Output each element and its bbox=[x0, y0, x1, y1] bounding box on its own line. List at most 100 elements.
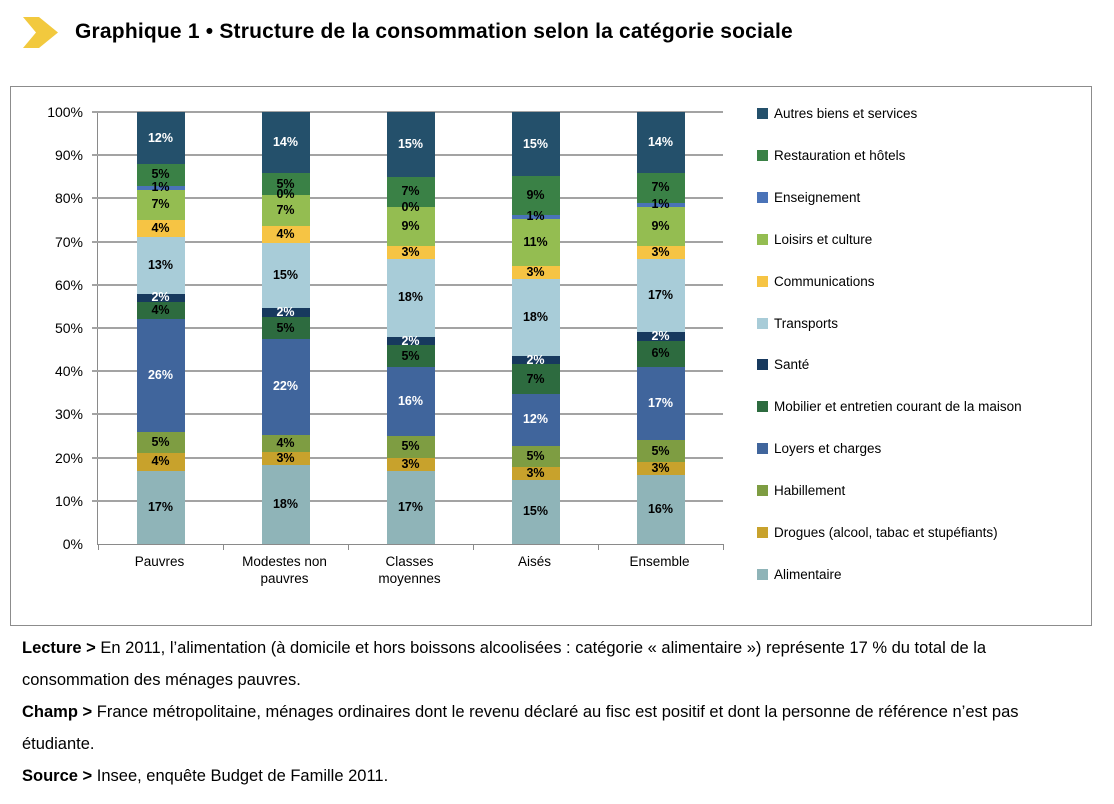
bar-segment: 3% bbox=[386, 245, 435, 259]
legend-label: Habillement bbox=[774, 483, 846, 499]
segment-value-label: 1% bbox=[526, 209, 545, 224]
stacked-bar: 18% 3% 4% 22% 5% 2% 15% 4% 7% 0% 5% 14% bbox=[261, 112, 310, 544]
bar-segment: 9% bbox=[636, 207, 685, 246]
bar-segment: 14% bbox=[636, 112, 685, 173]
segment-value-label: 16% bbox=[397, 393, 424, 408]
bar-segment: 12% bbox=[511, 394, 560, 446]
note-lecture: Lecture > En 2011, l’alimentation (à dom… bbox=[22, 632, 1084, 696]
y-axis-tick-label: 100% bbox=[47, 104, 83, 120]
legend-label: Alimentaire bbox=[774, 566, 842, 582]
bar-segment: 5% bbox=[136, 431, 185, 454]
chevron-arrow-icon bbox=[22, 16, 62, 48]
legend-swatch bbox=[757, 527, 768, 539]
bar-segment: 7% bbox=[136, 189, 185, 221]
note-champ-text: France métropolitaine, ménages ordinaire… bbox=[22, 703, 1019, 753]
segment-value-label: 2% bbox=[401, 333, 420, 348]
segment-value-label: 15% bbox=[522, 504, 549, 519]
segment-value-label: 14% bbox=[647, 134, 674, 149]
x-axis-category-label: Pauvres bbox=[134, 554, 185, 569]
segment-value-label: 5% bbox=[401, 348, 420, 363]
bar-segment: 2% bbox=[386, 333, 435, 348]
y-axis-tick-label: 80% bbox=[54, 190, 83, 207]
legend-entry: Alimentaire bbox=[757, 567, 1022, 582]
legend-label: Transports bbox=[774, 315, 839, 331]
x-axis-category-label: Aisés bbox=[517, 554, 551, 569]
segment-value-label: 4% bbox=[151, 221, 170, 236]
x-axis-tick bbox=[598, 544, 599, 550]
segment-value-label: 5% bbox=[401, 439, 420, 454]
legend-label: Autres biens et services bbox=[774, 106, 918, 121]
legend-swatch bbox=[757, 108, 768, 119]
legend-entry: Autres biens et services bbox=[757, 106, 1022, 121]
segment-value-label: 17% bbox=[647, 396, 674, 411]
segment-value-label: 4% bbox=[276, 436, 295, 451]
legend-label: Enseignement bbox=[774, 189, 861, 205]
segment-value-label: 5% bbox=[651, 443, 670, 458]
segment-value-label: 7% bbox=[651, 180, 670, 195]
bar-segment: 26% bbox=[136, 319, 185, 432]
bar-segment: 3% bbox=[636, 461, 685, 475]
chart-container: 0% 10% 20% 30% 40% 50% 60% 70% 80% 90% 100% 17% 4% 5… bbox=[10, 86, 1092, 626]
segment-value-label: 2% bbox=[151, 290, 170, 305]
legend-entry: Mobilier et entretien courant de la mais… bbox=[757, 399, 1022, 414]
x-axis-labels: Pauvres Modestes non pauvres Classes moyen… bbox=[97, 553, 722, 587]
segment-value-label: 3% bbox=[526, 264, 545, 279]
bar-segment: 18% bbox=[386, 258, 435, 337]
category-slot: 17% 3% 5% 16% 5% 2% 18% 3% 9% 0% 7% 15% bbox=[348, 112, 473, 544]
segment-value-label: 4% bbox=[151, 303, 170, 318]
bar-segment: 14% bbox=[261, 112, 310, 174]
x-axis-tick bbox=[723, 544, 724, 550]
stacked-bar: 17% 4% 5% 26% 4% 2% 13% 4% 7% 1% 5% 12% bbox=[136, 112, 185, 544]
bar-segment: 6% bbox=[636, 341, 685, 367]
bar-segment: 17% bbox=[636, 258, 685, 333]
x-axis-category-label: Ensemble bbox=[629, 554, 690, 569]
segment-value-label: 3% bbox=[651, 244, 670, 259]
segment-value-label: 18% bbox=[522, 309, 549, 324]
y-axis-tick-label: 30% bbox=[54, 406, 83, 423]
y-axis-tick-label: 20% bbox=[54, 449, 83, 466]
segment-value-label: 7% bbox=[401, 184, 420, 199]
bar-segment: 4% bbox=[261, 434, 310, 453]
x-axis-tick bbox=[348, 544, 349, 550]
legend-swatch bbox=[757, 149, 768, 161]
stacked-bar: 17% 3% 5% 16% 5% 2% 18% 3% 9% 0% 7% 15% bbox=[386, 112, 435, 544]
legend-label: Mobilier et entretien courant de la mais… bbox=[774, 399, 1022, 415]
bar-segment: 5% bbox=[136, 163, 185, 186]
segment-value-label: 3% bbox=[401, 456, 420, 471]
bar-segment: 17% bbox=[636, 366, 685, 441]
bar-segment: 1% bbox=[511, 210, 560, 223]
bar-segment: 4% bbox=[261, 225, 310, 243]
segment-value-label: 2% bbox=[276, 305, 295, 320]
bar-segment: 2% bbox=[136, 290, 185, 305]
segment-value-label: 6% bbox=[651, 346, 670, 361]
bar-segment: 5% bbox=[261, 317, 310, 339]
x-axis-category-label: Classes moyennes bbox=[378, 554, 441, 586]
x-axis-tick bbox=[223, 544, 224, 550]
bar-segment: 3% bbox=[636, 244, 685, 259]
bar-segment: 5% bbox=[636, 440, 685, 462]
segment-value-label: 5% bbox=[276, 176, 295, 191]
legend-entry: Transports bbox=[757, 316, 1022, 331]
segment-value-label: 7% bbox=[151, 197, 170, 212]
segment-value-label: 0% bbox=[276, 187, 295, 202]
plot-area: 17% 4% 5% 26% 4% 2% 13% 4% 7% 1% 5% 12% 18% 3% 4% 22% 5%… bbox=[92, 111, 724, 550]
legend-label: Loyers et charges bbox=[774, 441, 882, 457]
x-axis-tick bbox=[98, 544, 99, 550]
title-row: Graphique 1 • Structure de la consommati… bbox=[0, 0, 1114, 50]
legend-swatch bbox=[757, 191, 768, 203]
legend-swatch bbox=[757, 359, 768, 371]
legend-label: Communications bbox=[774, 273, 875, 289]
y-axis-labels: 0% 10% 20% 30% 40% 50% 60% 70% 80% 90% 100% bbox=[11, 104, 83, 552]
x-axis-category-label: Modestes non pauvres bbox=[242, 554, 327, 586]
legend-swatch bbox=[757, 275, 768, 287]
y-axis-tick-label: 50% bbox=[54, 320, 83, 336]
legend-entry: Loisirs et culture bbox=[757, 232, 1022, 247]
bar-segment: 15% bbox=[386, 112, 435, 177]
bar-segment: 5% bbox=[386, 345, 435, 367]
segment-value-label: 13% bbox=[147, 257, 174, 272]
y-axis-tick-label: 90% bbox=[54, 147, 83, 164]
bar-segment: 18% bbox=[261, 465, 310, 544]
note-champ: Champ > France métropolitaine, ménages o… bbox=[22, 696, 1084, 760]
segment-value-label: 15% bbox=[272, 268, 299, 283]
